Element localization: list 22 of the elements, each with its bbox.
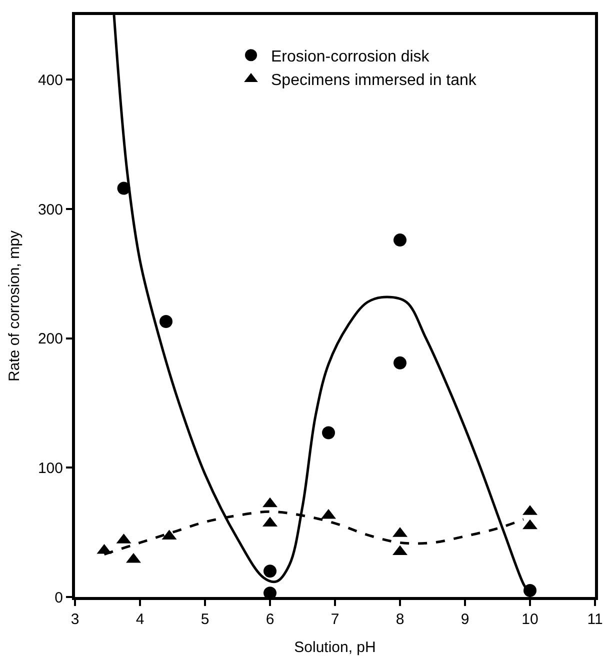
x-tick-label: 5 xyxy=(200,611,210,628)
x-tick-label: 6 xyxy=(266,611,274,628)
point xyxy=(322,426,335,440)
point xyxy=(394,356,406,370)
x-tick-label: 11 xyxy=(587,611,603,628)
x-tick-label: 3 xyxy=(70,611,80,628)
x-tick-label: 7 xyxy=(330,611,340,628)
y-tick-label: 200 xyxy=(38,330,63,348)
x-axis-title: Solution, pH xyxy=(294,639,376,656)
x-tick-label: 8 xyxy=(396,611,404,628)
x-tick-label: 9 xyxy=(460,611,470,628)
y-tick-label: 300 xyxy=(38,201,63,218)
x-tick-label: 4 xyxy=(136,611,144,628)
point xyxy=(160,315,172,328)
y-tick-label: 400 xyxy=(38,72,63,89)
y-tick-label: 100 xyxy=(38,460,63,477)
y-tick-label: 0 xyxy=(54,589,63,606)
legend-label: Specimens immersed in tank xyxy=(271,72,478,90)
x-tick-label: 10 xyxy=(522,611,538,628)
legend-label: Erosion-corrosion disk xyxy=(271,48,430,66)
y-axis-title: Rate of corrosion, mpy xyxy=(6,230,24,382)
point xyxy=(394,234,406,247)
